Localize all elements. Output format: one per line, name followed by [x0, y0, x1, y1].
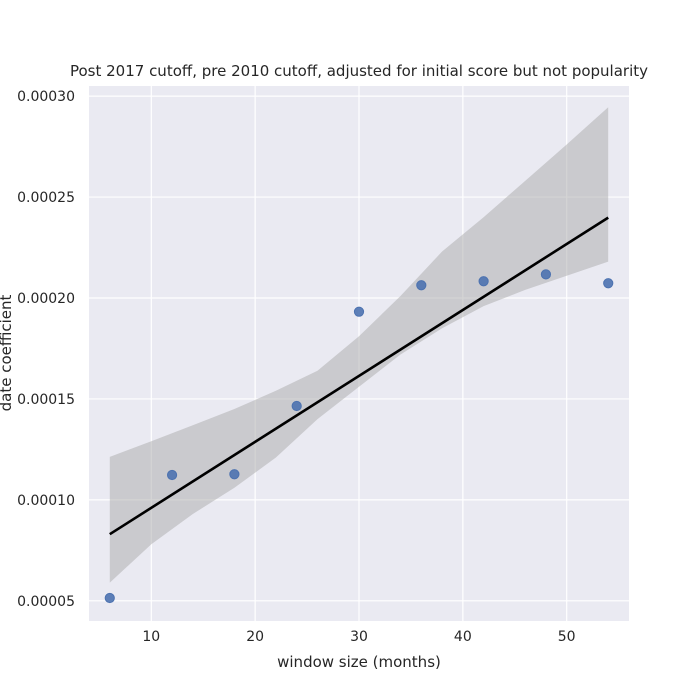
data-point: [104, 592, 115, 604]
x-tick-label: 50: [558, 629, 576, 645]
data-point: [416, 280, 427, 291]
data-point: [229, 469, 240, 480]
data-point: [291, 400, 302, 412]
data-point: [603, 278, 614, 289]
y-axis-label: date coefficient: [0, 294, 15, 411]
x-tick-label: 20: [246, 629, 264, 645]
data-point: [478, 276, 489, 287]
y-tick-label: 0.00030: [17, 89, 75, 105]
data-point: [540, 269, 552, 280]
chart-title: Post 2017 cutoff, pre 2010 cutoff, adjus…: [70, 62, 648, 80]
y-axis-ticks: 0.00005 0.00010 0.00015 0.00020 0.00025 0.000…: [17, 89, 75, 610]
data-point: [353, 306, 365, 317]
x-tick-label: 40: [454, 629, 472, 645]
x-tick-label: 10: [142, 629, 160, 645]
data-point: [166, 469, 178, 481]
y-tick-label: 0.00015: [17, 392, 75, 408]
data-points: [104, 269, 614, 604]
y-tick-label: 0.00005: [17, 594, 75, 610]
y-tick-label: 0.00020: [17, 291, 75, 307]
y-tick-label: 0.00010: [17, 493, 75, 509]
y-tick-label: 0.00025: [17, 190, 75, 206]
x-tick-label: 30: [350, 629, 368, 645]
regression-line: [109, 216, 609, 536]
x-axis-label: window size (months): [277, 653, 441, 671]
confidence-band: [109, 107, 609, 583]
x-axis-ticks: 10 20 30 40 50: [142, 629, 575, 645]
